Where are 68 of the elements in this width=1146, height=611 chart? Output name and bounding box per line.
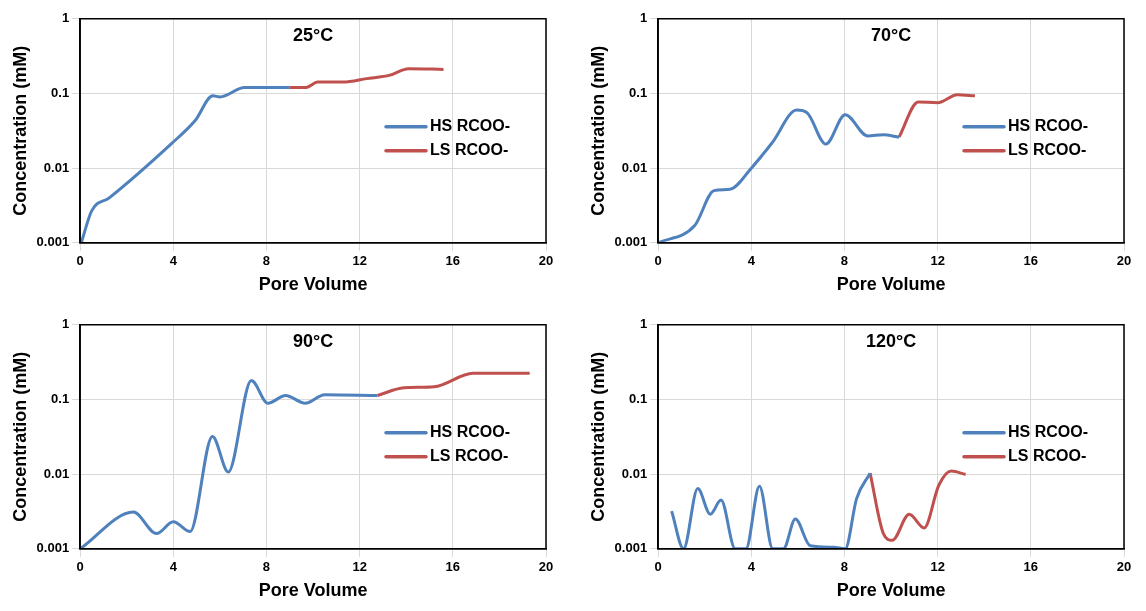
x-tick-label: 4 <box>169 559 178 575</box>
x-tick-label: 12 <box>352 253 367 269</box>
chart-title: 25°C <box>292 24 334 45</box>
y-tick-label: 1 <box>639 10 648 26</box>
x-tick-label: 20 <box>1116 559 1132 575</box>
x-tick-label: 4 <box>747 253 756 269</box>
x-tick-label: 16 <box>1023 253 1039 269</box>
y-tick-label: 1 <box>61 316 70 332</box>
x-tick-label: 12 <box>352 559 367 575</box>
line-series <box>658 108 901 243</box>
y-tick-label: 0.001 <box>36 540 70 556</box>
x-tick-label: 0 <box>654 559 662 575</box>
y-tick-label: 1 <box>61 10 70 26</box>
chart-title: 90°C <box>292 330 334 351</box>
chart-title: 70°C <box>870 24 912 45</box>
x-tick-label: 4 <box>169 253 178 269</box>
x-tick-label: 8 <box>262 559 271 575</box>
x-axis-title: Pore Volume <box>836 274 946 295</box>
x-axis-title: Pore Volume <box>836 580 946 601</box>
y-axis-title: Concentration (mM) <box>9 351 30 522</box>
y-tick-label: 0.01 <box>621 159 648 175</box>
x-tick-label: 16 <box>445 559 461 575</box>
line-series <box>897 93 977 139</box>
legend-label: HS RCOO- <box>430 117 510 135</box>
y-tick-label: 0.1 <box>629 391 648 407</box>
line-series <box>376 371 532 397</box>
x-tick-label: 12 <box>930 253 945 269</box>
legend-label: LS RCOO- <box>1008 447 1087 465</box>
y-tick-label: 1 <box>639 316 648 332</box>
legend-label: LS RCOO- <box>430 141 509 159</box>
y-axis-title: Concentration (mM) <box>587 45 608 216</box>
x-tick-label: 0 <box>654 253 662 269</box>
y-tick-label: 0.1 <box>629 85 648 101</box>
y-axis-title: Concentration (mM) <box>587 351 608 522</box>
line-series <box>670 471 872 549</box>
x-tick-label: 8 <box>840 559 849 575</box>
y-tick-label: 0.001 <box>614 234 648 250</box>
y-tick-label: 0.001 <box>36 234 70 250</box>
x-tick-label: 20 <box>538 253 554 269</box>
x-tick-label: 20 <box>538 559 554 575</box>
y-tick-label: 0.01 <box>621 465 648 481</box>
y-tick-label: 0.01 <box>43 465 70 481</box>
y-tick-label: 0.001 <box>614 540 648 556</box>
x-tick-label: 4 <box>747 559 756 575</box>
y-axis-title: Concentration (mM) <box>9 45 30 216</box>
legend-label: HS RCOO- <box>1008 117 1088 135</box>
x-tick-label: 16 <box>1023 559 1039 575</box>
legend-label: LS RCOO- <box>430 447 509 465</box>
chart-title: 120°C <box>865 330 917 351</box>
x-tick-label: 0 <box>76 253 84 269</box>
x-tick-label: 8 <box>840 253 849 269</box>
legend-label: HS RCOO- <box>430 423 510 441</box>
x-axis-title: Pore Volume <box>258 580 368 601</box>
x-tick-label: 12 <box>930 559 945 575</box>
line-series <box>868 469 968 542</box>
legend-label: HS RCOO- <box>1008 423 1088 441</box>
y-tick-label: 0.1 <box>51 391 70 407</box>
x-axis-title: Pore Volume <box>258 274 368 295</box>
line-series <box>80 378 380 549</box>
x-tick-label: 8 <box>262 253 271 269</box>
legend-label: LS RCOO- <box>1008 141 1087 159</box>
x-tick-label: 20 <box>1116 253 1132 269</box>
line-series <box>288 67 446 90</box>
x-tick-label: 16 <box>445 253 461 269</box>
line-series <box>80 86 292 243</box>
y-tick-label: 0.01 <box>43 159 70 175</box>
y-tick-label: 0.1 <box>51 85 70 101</box>
x-tick-label: 0 <box>76 559 84 575</box>
